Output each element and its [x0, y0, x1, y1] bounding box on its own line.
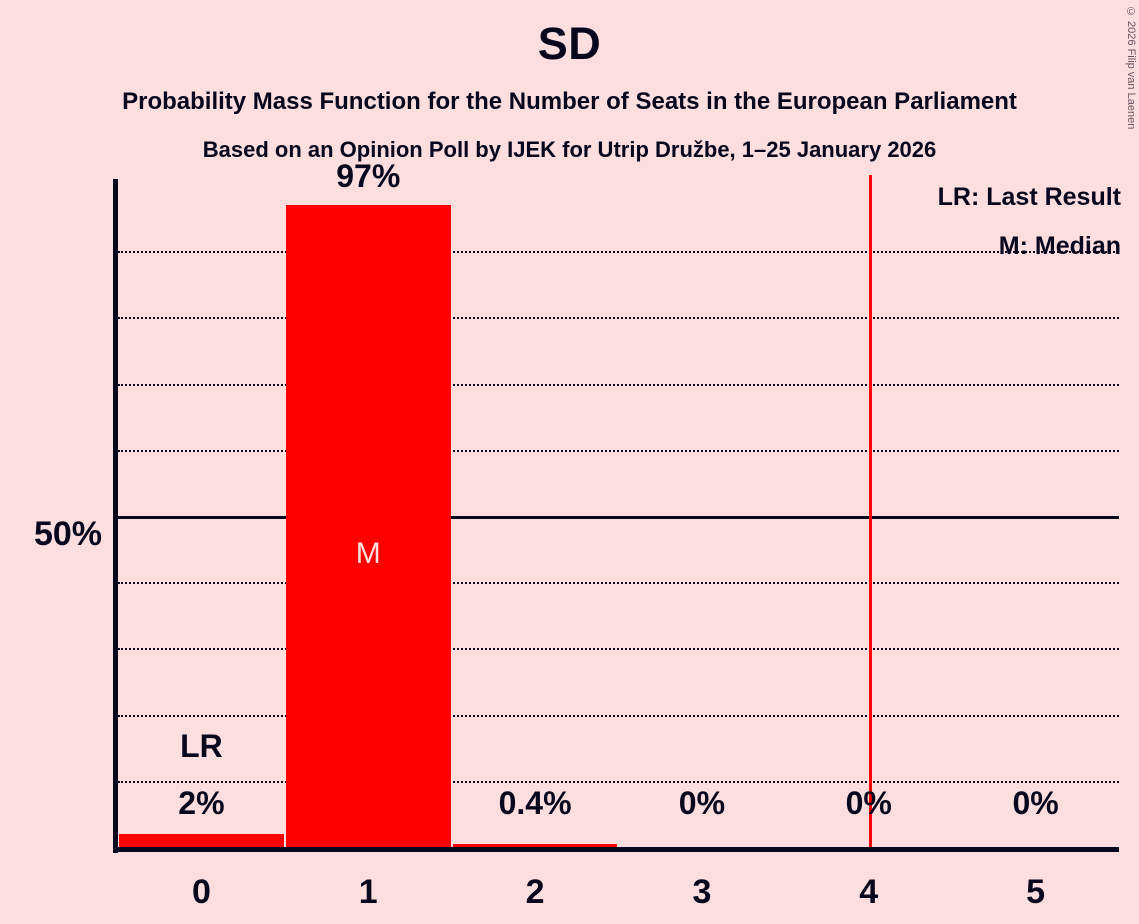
last-result-line: [868, 175, 872, 847]
x-tick-0: 0: [191, 873, 211, 911]
value-label-3: 0%: [678, 785, 726, 821]
value-label-5: 0%: [1012, 785, 1059, 821]
value-label-4: 0%: [845, 785, 892, 821]
y-axis-line: [113, 179, 118, 853]
value-label-0: 2%: [178, 785, 225, 821]
chart-subtitle: Probability Mass Function for the Number…: [122, 88, 1017, 115]
legend-item-last-result: LR: Last Result: [937, 183, 1121, 211]
last-result-marker: LR: [180, 728, 223, 764]
gridline-80: [118, 317, 1119, 320]
gridline-50: [118, 516, 1119, 519]
chart-header: SD Probability Mass Function for the Num…: [0, 0, 1139, 175]
bar-0[interactable]: [119, 833, 284, 847]
chart-source-subtitle: Based on an Opinion Poll by IJEK for Utr…: [202, 137, 937, 162]
plot-inner: M: [113, 175, 1119, 853]
gridline-10: [118, 780, 1119, 783]
x-tick-4: 4: [859, 873, 879, 911]
gridline-70: [118, 383, 1119, 386]
gridline-30: [118, 648, 1119, 651]
gridline-60: [118, 449, 1119, 452]
value-label-1: 97%: [336, 157, 401, 194]
gridline-20: [118, 714, 1119, 717]
x-tick-2: 2: [525, 873, 545, 911]
legend-item-median: M: Median: [998, 232, 1121, 260]
x-axis-line: [113, 847, 1119, 852]
gridline-90: [118, 251, 1119, 254]
copyright-notice: © 2026 Filip van Laenen: [1125, 6, 1137, 130]
bar-1[interactable]: M: [285, 204, 451, 847]
y-axis-tick-label-50: 50%: [33, 515, 102, 553]
x-tick-3: 3: [692, 873, 712, 911]
x-tick-1: 1: [358, 873, 378, 911]
gridline-40: [118, 582, 1119, 585]
chart-legend: LR: Last Result M: Median: [938, 185, 1121, 259]
page-title: SD: [537, 18, 602, 69]
median-marker: M: [355, 537, 381, 571]
bar-2[interactable]: [452, 844, 618, 847]
value-label-2: 0.4%: [498, 785, 572, 821]
plot-area: M: [113, 175, 1119, 853]
x-tick-5: 5: [1026, 873, 1046, 911]
